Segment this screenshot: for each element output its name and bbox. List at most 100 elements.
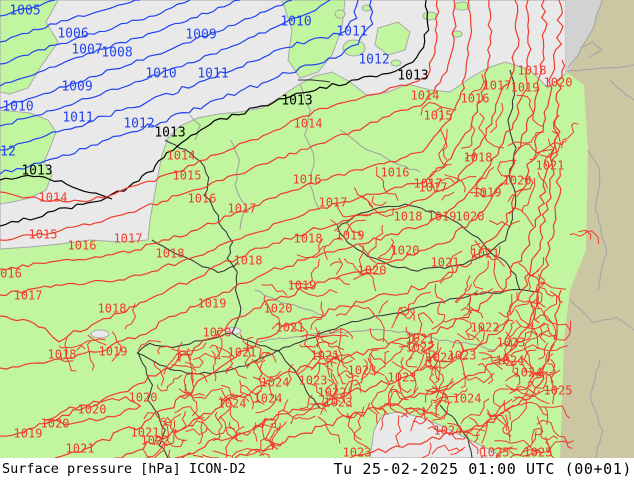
terrain-contour-squiggle: [503, 400, 511, 421]
terrain-contour-squiggle: [399, 306, 416, 319]
land-sea-layer: [0, 0, 634, 458]
isobar-label-1018: 1018: [48, 348, 77, 362]
terrain-contour-squiggle: [219, 415, 239, 442]
terrain-contour-squiggle: [290, 407, 328, 425]
terrain-contour-squiggle: [156, 374, 183, 392]
terrain-contour-squiggle: [193, 352, 220, 360]
terrain-contour-squiggle: [495, 319, 514, 331]
outside-border-line: [567, 0, 603, 69]
isobar-1007: [0, 0, 191, 65]
isobar-label-1014: 1014: [39, 191, 68, 205]
terrain-contour-squiggle: [271, 323, 304, 333]
terrain-contour-squiggle: [427, 425, 442, 431]
terrain-contour-squiggle: [434, 388, 468, 410]
adriatic-sea: [369, 411, 501, 458]
terrain-contour-squiggle: [429, 357, 435, 376]
terrain-contour-squiggle: [392, 361, 414, 378]
terrain-contour-squiggle: [467, 333, 480, 342]
terrain-contour-squiggle: [474, 240, 505, 267]
terrain-contour-squiggle: [433, 350, 441, 384]
terrain-contour-squiggle: [436, 176, 477, 185]
country-border-line: [337, 203, 492, 272]
terrain-contour-squiggle: [316, 335, 328, 348]
terrain-contour-squiggle: [518, 256, 545, 277]
isobar-1013: [0, 0, 430, 227]
terrain-contour-squiggle: [420, 101, 444, 122]
terrain-contour-squiggle: [459, 342, 466, 389]
terrain-contour-squiggle: [466, 290, 479, 308]
isobar-label-1017: 1017: [14, 289, 43, 303]
terrain-contour-squiggle: [468, 439, 479, 454]
isobar-1011: [0, 0, 359, 151]
isobar-label-1021: 1021: [228, 346, 257, 360]
terrain-contour-squiggle: [163, 418, 172, 427]
isobar-label-1019: 1019: [288, 279, 317, 293]
terrain-contour-squiggle: [337, 370, 354, 399]
terrain-contour-squiggle: [546, 320, 572, 341]
terrain-contour-squiggle: [328, 327, 353, 340]
terrain-contour-squiggle: [509, 376, 544, 394]
terrain-contour-squiggle: [450, 446, 466, 455]
terrain-contour-squiggle: [470, 242, 485, 259]
terrain-contour-squiggle: [211, 350, 217, 382]
isobar-label-1025: 1025: [544, 384, 573, 398]
terrain-contour-squiggle: [414, 343, 435, 373]
terrain-contour-squiggle: [433, 399, 453, 404]
terrain-contour-squiggle: [454, 288, 494, 303]
isobar-label-1016: 1016: [293, 173, 322, 187]
terrain-contour-squiggle: [263, 295, 281, 326]
isobar-label-1010: 1010: [2, 100, 33, 115]
terrain-contour-squiggle: [338, 328, 349, 370]
terrain-contour-squiggle: [464, 275, 471, 291]
terrain-contour-squiggle: [171, 364, 197, 372]
terrain-contour-squiggle: [508, 206, 534, 227]
country-border-line: [136, 332, 279, 375]
terrain-contour-squiggle: [434, 283, 446, 305]
terrain-contour-squiggle: [494, 414, 508, 431]
terrain-contour-squiggle: [153, 361, 165, 387]
terrain-contour-squiggle: [435, 106, 457, 112]
terrain-contour-squiggle: [460, 307, 472, 314]
terrain-contour-squiggle: [398, 337, 419, 348]
terrain-contour-squiggle: [429, 364, 445, 399]
terrain-contour-squiggle: [163, 422, 185, 448]
terrain-contour-squiggle: [324, 382, 337, 400]
terrain-contour-squiggle: [194, 415, 211, 422]
isobar-label-1020: 1020: [391, 244, 420, 258]
terrain-contour-squiggle: [503, 330, 538, 347]
terrain-contour-squiggle: [353, 187, 374, 208]
terrain-contour-squiggle: [166, 416, 194, 434]
isobar-label-1011: 1011: [62, 111, 93, 126]
terrain-contour-squiggle: [469, 74, 485, 97]
isobar-label-1015: 1015: [173, 169, 202, 183]
terrain-contour-squiggle: [395, 415, 402, 448]
terrain-contour-squiggle: [252, 423, 281, 431]
terrain-contour-squiggle: [289, 259, 320, 286]
isobar-1005: [0, 0, 56, 17]
terrain-contour-squiggle: [392, 390, 409, 401]
isobar-label-1018: 1018: [518, 64, 547, 78]
isobar-label-1021: 1021: [131, 426, 160, 440]
uk-north: [0, 0, 59, 95]
isobar-label-1011: 1011: [197, 67, 228, 82]
isobar-label-1019: 1019: [511, 81, 540, 95]
terrain-contour-squiggle: [498, 300, 531, 318]
terrain-contour-squiggle: [377, 238, 395, 260]
isobar-1009: [0, 0, 293, 109]
terrain-contour-squiggle: [335, 277, 350, 285]
isobar-label-1023: 1023: [343, 446, 372, 459]
terrain-contour-squiggle: [299, 321, 324, 355]
terrain-contour-squiggle: [358, 244, 377, 264]
isobar-label-1020: 1020: [503, 174, 532, 188]
isobar-label-1018: 1018: [294, 232, 323, 246]
terrain-contour-squiggle: [461, 124, 476, 149]
terrain-contour-squiggle: [366, 225, 384, 257]
terrain-contour-squiggle: [86, 340, 95, 371]
terrain-contour-squiggle: [287, 363, 294, 385]
terrain-contour-squiggle: [316, 361, 335, 382]
terrain-contour-squiggle: [536, 419, 573, 449]
terrain-contour-squiggle: [143, 412, 165, 420]
terrain-contour-squiggle: [505, 331, 513, 353]
terrain-contour-squiggle: [367, 402, 378, 424]
isobar-1010: [0, 0, 331, 127]
